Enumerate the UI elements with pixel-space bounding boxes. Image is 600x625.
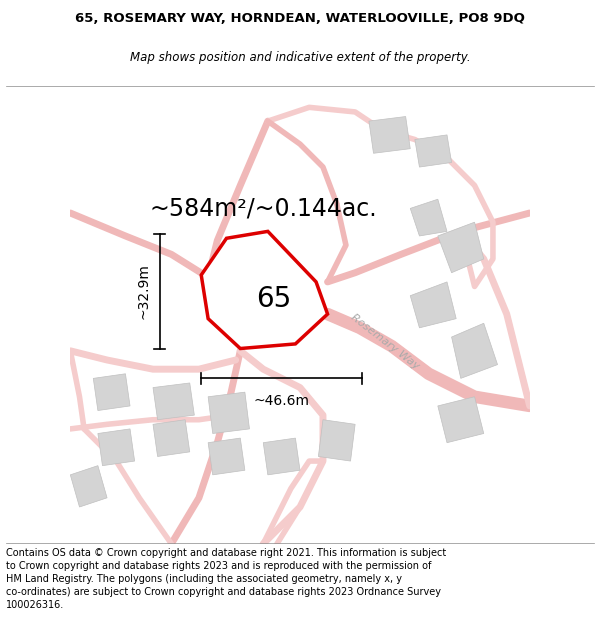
Polygon shape bbox=[153, 420, 190, 456]
Text: ~584m²/~0.144ac.: ~584m²/~0.144ac. bbox=[149, 196, 377, 221]
Text: 65: 65 bbox=[257, 284, 292, 312]
Polygon shape bbox=[369, 116, 410, 153]
Text: ~32.9m: ~32.9m bbox=[137, 263, 151, 319]
Text: Map shows position and indicative extent of the property.: Map shows position and indicative extent… bbox=[130, 51, 470, 64]
Polygon shape bbox=[452, 323, 497, 378]
Polygon shape bbox=[319, 420, 355, 461]
Polygon shape bbox=[201, 231, 328, 349]
Text: 65, ROSEMARY WAY, HORNDEAN, WATERLOOVILLE, PO8 9DQ: 65, ROSEMARY WAY, HORNDEAN, WATERLOOVILL… bbox=[75, 12, 525, 25]
Text: Contains OS data © Crown copyright and database right 2021. This information is : Contains OS data © Crown copyright and d… bbox=[6, 548, 446, 611]
Polygon shape bbox=[70, 466, 107, 507]
Polygon shape bbox=[98, 429, 134, 466]
Polygon shape bbox=[208, 438, 245, 475]
Polygon shape bbox=[410, 282, 456, 328]
Polygon shape bbox=[263, 438, 300, 475]
Text: ~46.6m: ~46.6m bbox=[254, 394, 310, 409]
Polygon shape bbox=[438, 397, 484, 442]
Polygon shape bbox=[93, 374, 130, 411]
Polygon shape bbox=[153, 383, 194, 420]
Text: Rosemary Way: Rosemary Way bbox=[349, 312, 421, 371]
Polygon shape bbox=[208, 392, 250, 434]
Polygon shape bbox=[438, 222, 484, 272]
Polygon shape bbox=[410, 199, 447, 236]
Polygon shape bbox=[415, 135, 452, 167]
